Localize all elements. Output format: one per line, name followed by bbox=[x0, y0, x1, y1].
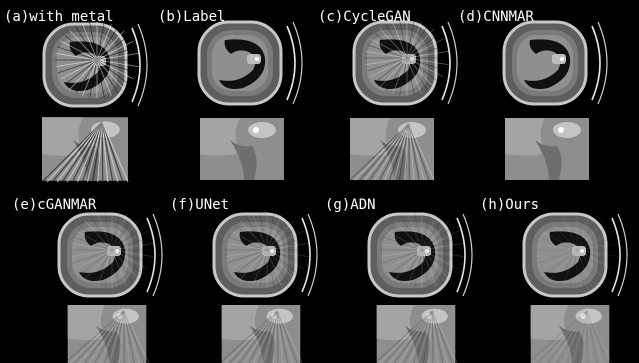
ct-image bbox=[59, 214, 162, 296]
panel: (a)with metal bbox=[4, 9, 147, 182]
panel: (e)cGANMAR bbox=[12, 197, 162, 363]
zoom-image bbox=[200, 118, 284, 180]
ct-image bbox=[504, 22, 607, 104]
panel-label: (b)Label bbox=[158, 9, 225, 25]
panel-label: (f)UNet bbox=[170, 197, 229, 213]
panel-label: (d)CNNMAR bbox=[458, 9, 534, 25]
panel: (b)Label bbox=[158, 9, 302, 180]
panel: (d)CNNMAR bbox=[458, 9, 607, 180]
ct-image bbox=[369, 214, 472, 296]
panel: (f)UNet bbox=[170, 197, 317, 363]
ct-image bbox=[354, 22, 457, 104]
panel: (c)CycleGAN bbox=[318, 9, 457, 180]
ct-image bbox=[214, 214, 317, 296]
panel-label: (h)Ours bbox=[480, 197, 539, 213]
panel-label: (e)cGANMAR bbox=[12, 197, 97, 213]
ct-image bbox=[199, 22, 302, 104]
figure: (a)with metal (b)Label (c)CycleGAN (d)CNNMA… bbox=[0, 0, 639, 363]
ct-image bbox=[44, 24, 147, 106]
ct-image bbox=[524, 214, 627, 296]
panel: (h)Ours bbox=[480, 197, 627, 363]
panel-label: (g)ADN bbox=[325, 197, 376, 213]
zoom-image bbox=[505, 118, 589, 180]
panel-label: (a)with metal bbox=[4, 9, 114, 25]
panel-label: (c)CycleGAN bbox=[318, 9, 411, 25]
panel: (g)ADN bbox=[325, 197, 472, 363]
